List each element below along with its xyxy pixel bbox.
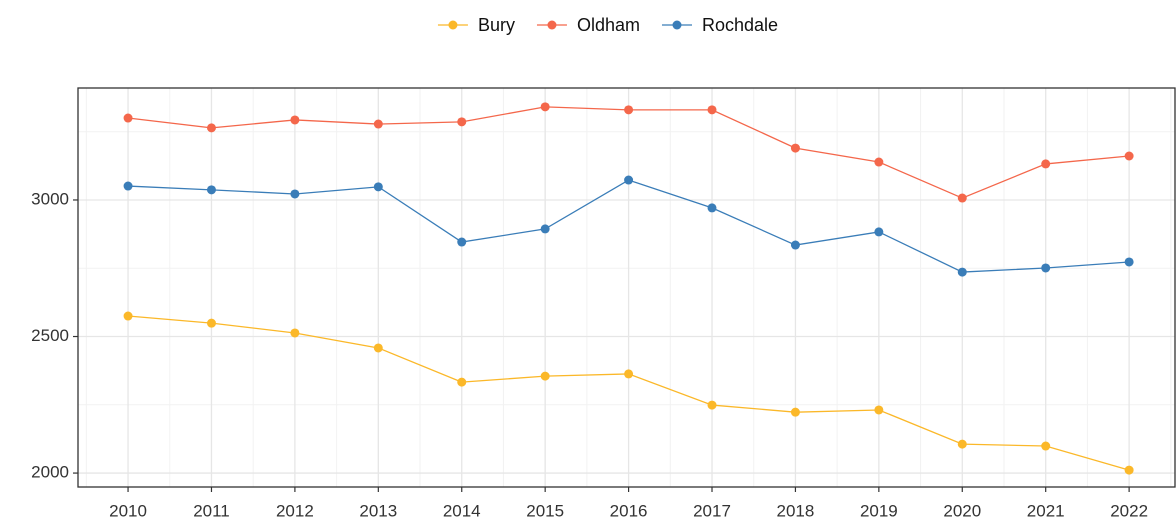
data-point — [790, 407, 800, 417]
data-point — [290, 189, 300, 199]
data-point — [373, 119, 383, 129]
data-point — [206, 185, 216, 195]
x-tick-label: 2011 — [193, 501, 230, 520]
legend-label: Oldham — [577, 15, 640, 35]
legend-label: Rochdale — [702, 15, 778, 35]
legend-item: Oldham — [536, 15, 640, 35]
panel-border — [77, 87, 1176, 488]
x-tick-label: 2020 — [943, 501, 981, 520]
data-point — [874, 227, 884, 237]
x-tick-label: 2018 — [777, 501, 815, 520]
data-point — [540, 371, 550, 381]
data-point — [457, 117, 467, 127]
y-tick-label: 2500 — [31, 326, 69, 345]
data-point — [790, 143, 800, 153]
data-point — [540, 102, 550, 112]
legend-label: Bury — [478, 15, 515, 35]
data-point — [957, 439, 967, 449]
data-point — [1124, 465, 1134, 475]
data-point — [707, 400, 717, 410]
x-tick-label: 2010 — [109, 501, 147, 520]
data-point — [707, 203, 717, 213]
data-point — [123, 113, 133, 123]
x-tick-label: 2013 — [359, 501, 397, 520]
data-point — [1041, 159, 1051, 169]
x-tick-label: 2022 — [1110, 501, 1148, 520]
data-point — [624, 369, 634, 379]
data-point — [123, 311, 133, 321]
data-point — [290, 115, 300, 125]
data-point — [1124, 151, 1134, 161]
x-tick-label: 2012 — [276, 501, 314, 520]
data-point — [373, 182, 383, 192]
y-tick-label: 2000 — [31, 463, 69, 482]
data-point — [707, 105, 717, 115]
data-point — [123, 181, 133, 191]
legend-item: Bury — [437, 15, 515, 35]
data-point — [457, 377, 467, 387]
data-point — [206, 318, 216, 328]
data-point — [957, 193, 967, 203]
data-point — [624, 105, 634, 115]
x-tick-label: 2014 — [443, 501, 481, 520]
data-point — [540, 224, 550, 234]
data-point — [957, 267, 967, 277]
data-point — [624, 175, 634, 185]
data-point — [874, 157, 884, 167]
x-tick-label: 2019 — [860, 501, 898, 520]
y-tick-label: 3000 — [31, 189, 69, 208]
legend-item: Rochdale — [661, 15, 778, 35]
data-point — [290, 328, 300, 338]
data-point — [1041, 263, 1051, 273]
data-point — [373, 343, 383, 353]
data-point — [457, 237, 467, 247]
data-point — [1124, 257, 1134, 267]
data-point — [790, 240, 800, 250]
legend: Bury Oldham Rochdale — [437, 15, 778, 35]
data-point — [1041, 441, 1051, 451]
data-point — [874, 405, 884, 415]
x-tick-label: 2021 — [1027, 501, 1065, 520]
data-point — [206, 123, 216, 133]
legend-key-point — [672, 20, 682, 30]
legend-key-point — [547, 20, 557, 30]
x-tick-label: 2015 — [526, 501, 564, 520]
x-tick-label: 2016 — [610, 501, 648, 520]
legend-key-point — [448, 20, 458, 30]
x-tick-label: 2017 — [693, 501, 731, 520]
